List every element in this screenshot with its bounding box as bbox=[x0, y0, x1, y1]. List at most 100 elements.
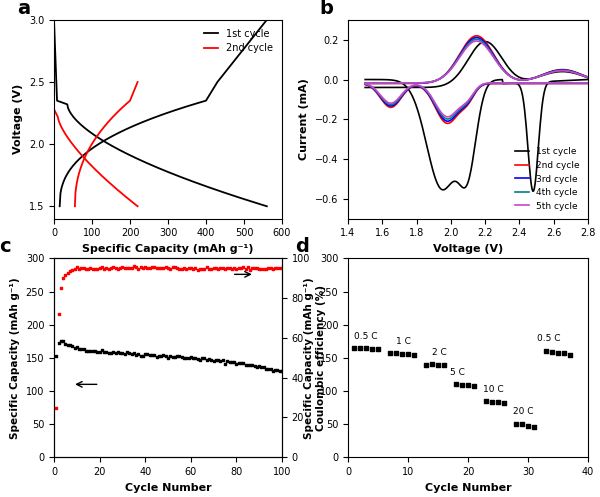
Point bbox=[79, 264, 88, 272]
Point bbox=[481, 398, 491, 406]
Point bbox=[206, 356, 216, 364]
Point bbox=[168, 353, 178, 361]
Point bbox=[106, 348, 116, 356]
Point bbox=[227, 265, 236, 273]
Text: a: a bbox=[17, 0, 31, 18]
Y-axis label: Specific Capacity (mAh g⁻¹): Specific Capacity (mAh g⁻¹) bbox=[304, 277, 314, 439]
Point bbox=[511, 420, 521, 428]
Point bbox=[200, 265, 209, 273]
Point bbox=[172, 352, 182, 360]
Point bbox=[248, 264, 257, 272]
Point bbox=[106, 264, 116, 272]
Point bbox=[100, 265, 109, 273]
Point bbox=[154, 352, 164, 360]
Point bbox=[565, 350, 575, 358]
Point bbox=[252, 363, 262, 371]
Point bbox=[252, 264, 262, 272]
Y-axis label: Coulombic efficiency (%): Coulombic efficiency (%) bbox=[316, 285, 326, 431]
Point bbox=[206, 265, 216, 273]
Point bbox=[152, 264, 161, 272]
Point bbox=[184, 264, 193, 272]
Point bbox=[191, 354, 200, 362]
Y-axis label: Specific Capacity (mAh g⁻¹): Specific Capacity (mAh g⁻¹) bbox=[10, 277, 20, 439]
Point bbox=[243, 361, 253, 369]
Point bbox=[541, 347, 551, 355]
Point bbox=[517, 420, 527, 428]
Point bbox=[120, 349, 130, 357]
Point bbox=[61, 340, 70, 348]
Point bbox=[95, 264, 104, 272]
Point bbox=[140, 350, 150, 358]
Point bbox=[157, 264, 166, 272]
Point bbox=[138, 264, 148, 272]
Point bbox=[101, 348, 111, 356]
Point bbox=[451, 380, 461, 388]
Point bbox=[111, 349, 121, 357]
Point bbox=[163, 264, 173, 272]
Point bbox=[67, 266, 77, 274]
Point bbox=[163, 354, 173, 362]
Point bbox=[186, 353, 196, 361]
Point bbox=[257, 264, 266, 272]
Point bbox=[92, 265, 102, 273]
Point bbox=[232, 360, 241, 368]
Point bbox=[268, 265, 278, 273]
Point bbox=[195, 265, 205, 273]
Point bbox=[177, 264, 187, 272]
Point bbox=[122, 263, 132, 271]
Point bbox=[124, 349, 134, 357]
Point bbox=[83, 265, 93, 273]
Point bbox=[215, 357, 225, 365]
Point bbox=[95, 348, 104, 356]
Point bbox=[202, 263, 212, 271]
Y-axis label: Voltage (V): Voltage (V) bbox=[13, 84, 23, 155]
Point bbox=[172, 263, 182, 271]
Point bbox=[77, 345, 86, 353]
Point bbox=[373, 345, 383, 353]
Point bbox=[158, 264, 168, 272]
Text: 20 C: 20 C bbox=[513, 407, 533, 416]
Point bbox=[202, 356, 212, 364]
Point bbox=[184, 353, 193, 361]
Point bbox=[195, 356, 205, 364]
Point bbox=[175, 352, 184, 360]
Point bbox=[487, 398, 497, 406]
Point bbox=[63, 341, 73, 349]
Point bbox=[177, 352, 187, 360]
Point bbox=[158, 351, 168, 359]
Point bbox=[204, 355, 214, 363]
Point bbox=[254, 265, 264, 273]
Point bbox=[72, 263, 82, 271]
Point bbox=[109, 263, 118, 271]
Point bbox=[138, 351, 148, 359]
Point bbox=[104, 349, 113, 357]
Point bbox=[134, 265, 143, 273]
Point bbox=[397, 350, 407, 358]
X-axis label: Voltage (V): Voltage (V) bbox=[433, 244, 503, 254]
Point bbox=[152, 352, 161, 360]
Point bbox=[118, 263, 127, 271]
Point bbox=[63, 269, 73, 277]
Point bbox=[157, 352, 166, 360]
Point bbox=[61, 271, 70, 279]
Point bbox=[261, 365, 271, 373]
Point bbox=[391, 349, 401, 357]
Point bbox=[238, 359, 248, 367]
Point bbox=[523, 422, 533, 430]
Legend: 1st cycle, 2nd cycle: 1st cycle, 2nd cycle bbox=[200, 25, 277, 57]
Point bbox=[127, 350, 136, 358]
Point bbox=[118, 349, 127, 357]
Point bbox=[149, 351, 159, 359]
Point bbox=[229, 264, 239, 272]
Point bbox=[166, 352, 175, 360]
Text: 0.5 C: 0.5 C bbox=[537, 334, 560, 343]
Point bbox=[175, 265, 184, 273]
Point bbox=[223, 357, 232, 365]
Point bbox=[241, 265, 250, 273]
X-axis label: Specific Capacity (mAh g⁻¹): Specific Capacity (mAh g⁻¹) bbox=[82, 244, 254, 254]
Point bbox=[147, 351, 157, 359]
Point bbox=[136, 352, 145, 360]
Point bbox=[349, 344, 359, 352]
Point bbox=[97, 346, 107, 354]
Point bbox=[181, 354, 191, 362]
